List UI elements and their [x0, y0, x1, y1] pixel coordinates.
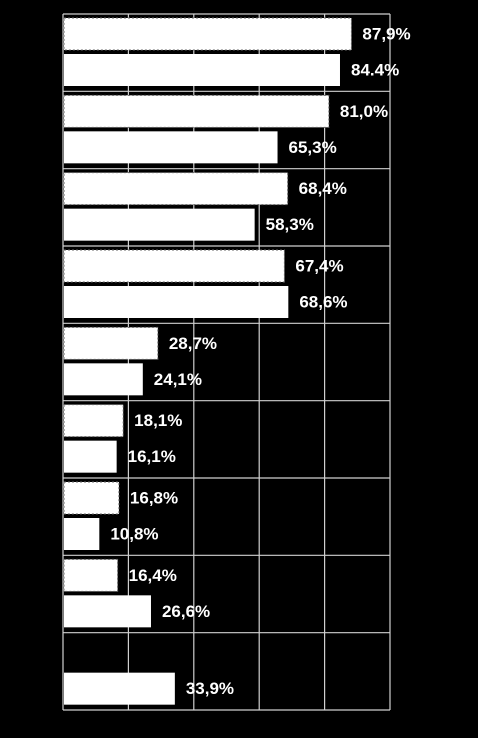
bar [63, 404, 124, 438]
data-label: 58,3% [266, 215, 314, 234]
data-label: 68,6% [299, 292, 347, 311]
data-label: 10,8% [110, 524, 158, 543]
bar [64, 595, 151, 628]
data-label: 26,6% [162, 602, 210, 621]
bar [64, 363, 143, 396]
bar [63, 94, 330, 128]
data-label: 81,0% [340, 102, 388, 121]
data-label: 68,4% [299, 179, 347, 198]
bar [64, 440, 117, 473]
data-label: 16,8% [130, 488, 178, 507]
data-label: 16,4% [129, 566, 177, 585]
bar [63, 17, 352, 51]
data-label: 33,9% [186, 679, 234, 698]
bar [63, 249, 285, 283]
data-label: 28,7% [169, 334, 217, 353]
bar [63, 558, 119, 592]
data-label: 18,1% [134, 411, 182, 430]
data-label: 67,4% [295, 256, 343, 275]
bar [64, 672, 175, 705]
bar [64, 286, 289, 318]
data-label: 24,1% [154, 370, 202, 389]
bar [64, 131, 278, 164]
data-label: 65,3% [289, 138, 337, 157]
data-label: 84.4% [351, 60, 399, 79]
data-label: 87,9% [362, 24, 410, 43]
bar [64, 518, 100, 550]
bar [63, 481, 120, 515]
bar [63, 172, 289, 206]
bar [64, 54, 340, 86]
bar [63, 326, 159, 360]
data-label: 16,1% [128, 447, 176, 466]
bar [64, 208, 255, 241]
